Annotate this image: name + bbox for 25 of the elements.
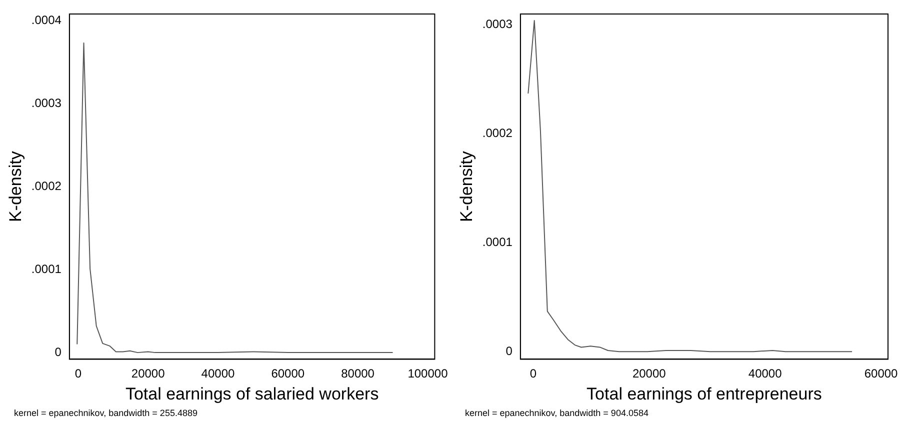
x-tick-label: 0 (530, 366, 537, 381)
y-tick-label: .0002 (31, 178, 62, 193)
y-axis-title: K-density (6, 150, 25, 222)
y-tick-label: .0003 (31, 96, 62, 110)
x-tick-label: 100000 (408, 366, 448, 381)
y-tick-label: 0 (54, 344, 62, 359)
y-axis-title: K-density (456, 150, 476, 222)
y-tick-label: .0001 (482, 234, 513, 249)
x-tick-label: 20000 (632, 366, 666, 381)
y-tick-label: .0002 (482, 126, 513, 140)
x-tick-label: 80000 (341, 366, 375, 381)
x-axis-title: Total earnings of entrepreneurs (586, 384, 822, 404)
x-tick-label: 40000 (748, 366, 782, 381)
x-tick-label: 20000 (131, 366, 166, 381)
y-tick-label: 0 (506, 344, 513, 358)
y-tick-label: .0003 (482, 17, 513, 32)
text: kernel = epanechnikov, bandwidth = 904.0584 (465, 408, 648, 418)
x-tick-label: 40000 (201, 366, 235, 381)
x-tick-label: 60000 (271, 366, 305, 381)
x-tick-label: 60000 (864, 366, 898, 381)
text: kernel = epanechnikov, bandwidth = 255.4889 (14, 408, 198, 418)
x-tick-label: 0 (74, 366, 82, 381)
y-tick-label: .0004 (31, 12, 62, 27)
x-axis-title: Total earnings of salaried workers (125, 384, 379, 404)
y-tick-label: .0001 (31, 262, 62, 276)
